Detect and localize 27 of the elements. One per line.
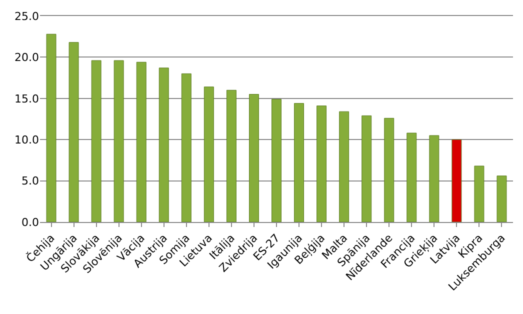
y-tick-label: 10.0	[14, 133, 39, 146]
bar	[496, 176, 507, 222]
y-tick-label: 15.0	[14, 92, 39, 106]
y-tick-label: 5.0	[22, 174, 39, 188]
bar	[68, 42, 79, 222]
bar	[158, 68, 169, 222]
y-tick-label: 20.0	[14, 51, 39, 64]
bar	[429, 135, 440, 222]
bar	[204, 86, 214, 222]
bar	[91, 60, 102, 222]
bar	[406, 132, 417, 222]
bar	[294, 103, 304, 222]
bar	[226, 90, 236, 222]
y-tick-label: 25.0	[14, 10, 39, 23]
bar	[362, 115, 372, 222]
y-tick-label: 0.0	[22, 216, 39, 229]
bar	[384, 118, 394, 222]
bar	[136, 62, 146, 222]
bar	[181, 73, 192, 222]
bar	[452, 139, 462, 222]
bar	[474, 166, 484, 222]
bar	[272, 98, 282, 222]
bar	[249, 94, 259, 222]
bar	[339, 111, 350, 222]
bar	[46, 34, 56, 222]
bar	[114, 60, 124, 222]
bar	[316, 106, 327, 222]
